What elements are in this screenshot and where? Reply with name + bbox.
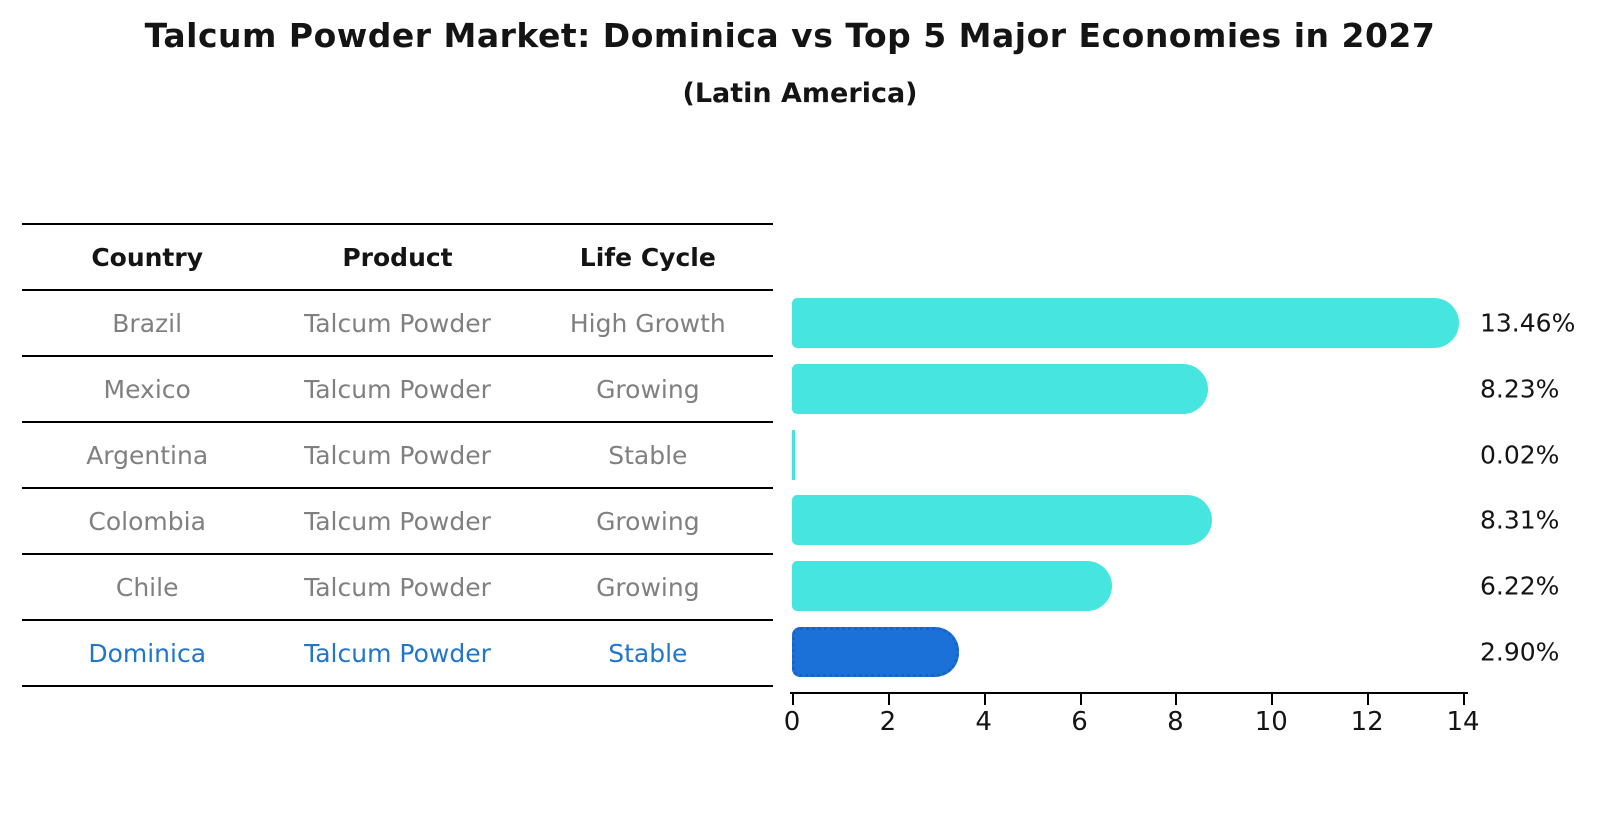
x-axis-tick-label: 12 <box>1350 707 1384 737</box>
plot-area: 13.46% 8.23% 0.02% 8.31% 6.22% 2.90% <box>792 290 1575 685</box>
header-cell-product: Product <box>342 242 453 272</box>
cell-country: Dominica <box>88 638 207 668</box>
bar-row: 0.02% <box>792 422 1559 488</box>
bar-row: 13.46% <box>792 290 1575 356</box>
table-header-row: Country Product Life Cycle <box>22 225 773 291</box>
bar-value-label: 13.46% <box>1480 308 1576 338</box>
cell-life-cycle: Stable <box>608 440 688 470</box>
x-axis-tick-label: 0 <box>783 707 801 737</box>
x-axis-tick-label: 4 <box>975 707 992 737</box>
x-axis-tick <box>1271 694 1274 705</box>
x-axis-tick <box>887 694 890 705</box>
x-axis-tick <box>792 694 794 705</box>
cell-product: Talcum Powder <box>304 572 491 602</box>
cell-country: Mexico <box>103 374 191 404</box>
cell-product: Talcum Powder <box>304 374 491 404</box>
chart-title: Talcum Powder Market: Dominica vs Top 5 … <box>144 16 1436 55</box>
cell-country: Colombia <box>88 506 206 536</box>
header-cell-life-cycle: Life Cycle <box>579 242 716 272</box>
x-axis-tick <box>1175 694 1178 705</box>
cell-life-cycle: Growing <box>596 506 700 536</box>
table-row-highlighted: Dominica Talcum Powder Stable <box>22 621 773 687</box>
x-axis-tick-label: 6 <box>1071 707 1088 737</box>
cell-life-cycle: Growing <box>596 572 700 602</box>
comparison-table: Country Product Life Cycle Brazil Talcum… <box>22 223 773 687</box>
x-axis-tick <box>983 694 986 705</box>
table-row: Mexico Talcum Powder Growing <box>22 357 773 423</box>
bar-brazil <box>792 297 1460 348</box>
cell-country: Chile <box>115 572 179 602</box>
bar-row: 2.90% <box>792 619 1559 685</box>
cell-product: Talcum Powder <box>304 638 491 668</box>
cell-product: Talcum Powder <box>304 308 491 338</box>
bar-value-label: 8.23% <box>1480 374 1560 404</box>
bar-row: 8.23% <box>792 356 1559 422</box>
cell-country: Argentina <box>86 440 209 470</box>
cell-country: Brazil <box>112 308 183 338</box>
cell-product: Talcum Powder <box>304 440 491 470</box>
x-axis-tick-label: 14 <box>1446 707 1480 737</box>
bar-value-label: 0.02% <box>1480 440 1560 470</box>
x-axis: 0 2 4 6 8 10 12 14 <box>784 692 1480 737</box>
x-axis-tick <box>1079 694 1082 705</box>
cell-life-cycle: Stable <box>608 638 688 668</box>
cell-product: Talcum Powder <box>304 506 491 536</box>
cell-life-cycle: High Growth <box>569 308 726 338</box>
x-axis-tick-label: 2 <box>879 707 897 737</box>
table-row: Colombia Talcum Powder Growing <box>22 489 773 555</box>
bar-row: 8.31% <box>792 487 1559 553</box>
bar-mexico <box>792 363 1209 414</box>
bar-chile <box>792 561 1113 612</box>
bar-dominica-highlighted <box>792 627 959 678</box>
chart-subtitle: (Latin America) <box>682 78 918 109</box>
cell-life-cycle: Growing <box>596 374 700 404</box>
table-row: Brazil Talcum Powder High Growth <box>22 291 773 357</box>
header-cell-country: Country <box>91 242 204 272</box>
table-row: Argentina Talcum Powder Stable <box>22 423 773 489</box>
x-axis-tick-label: 8 <box>1167 707 1184 737</box>
bar-argentina <box>792 429 795 480</box>
x-axis-tick-label: 10 <box>1254 707 1288 737</box>
bar-colombia <box>792 495 1213 546</box>
x-axis-tick <box>1463 694 1465 705</box>
bar-value-label: 2.90% <box>1480 637 1560 667</box>
x-axis-tick <box>1367 694 1370 705</box>
bar-value-label: 6.22% <box>1480 571 1560 601</box>
bar-value-label: 8.31% <box>1480 505 1560 535</box>
table-row: Chile Talcum Powder Growing <box>22 555 773 621</box>
bar-row: 6.22% <box>792 553 1559 619</box>
